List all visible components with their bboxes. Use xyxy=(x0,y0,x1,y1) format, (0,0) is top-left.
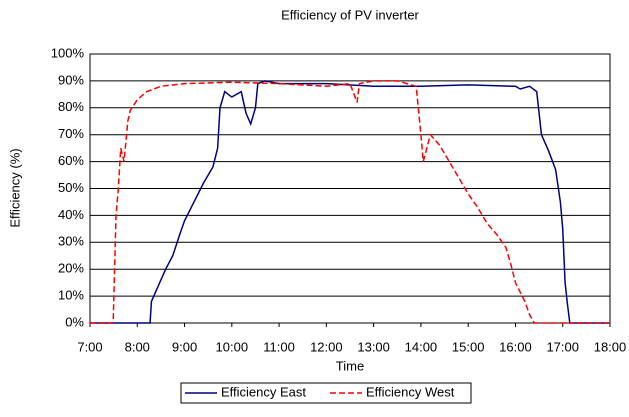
chart-title: Efficiency of PV inverter xyxy=(281,7,419,22)
legend-box xyxy=(180,382,472,404)
y-axis-label: Efficiency (%) xyxy=(7,148,22,227)
y-tick-label: 100% xyxy=(51,45,85,60)
y-tick-label: 90% xyxy=(58,72,84,87)
y-tick-label: 20% xyxy=(58,261,84,276)
x-tick-label: 16:00 xyxy=(499,339,532,354)
legend-label: Efficiency West xyxy=(366,384,455,399)
y-tick-label: 70% xyxy=(58,126,84,141)
y-tick-label: 10% xyxy=(58,288,84,303)
y-tick-label: 50% xyxy=(58,180,84,195)
y-tick-label: 40% xyxy=(58,207,84,222)
x-tick-label: 7:00 xyxy=(77,339,102,354)
x-tick-label: 14:00 xyxy=(405,339,438,354)
y-tick-label: 0% xyxy=(65,314,84,329)
line-series xyxy=(90,80,610,324)
line-series xyxy=(90,80,610,324)
y-tick-label: 30% xyxy=(58,234,84,249)
y-tick-label: 80% xyxy=(58,99,84,114)
x-tick-label: 8:00 xyxy=(125,339,150,354)
x-tick-label: 12:00 xyxy=(310,339,343,354)
x-axis-label: Time xyxy=(336,358,364,373)
x-tick-label: 15:00 xyxy=(452,339,485,354)
x-tick-label: 18:00 xyxy=(594,339,627,354)
legend-label: Efficiency East xyxy=(221,384,306,399)
plot-frame xyxy=(89,53,611,324)
y-tick-label: 60% xyxy=(58,153,84,168)
x-tick-label: 13:00 xyxy=(357,339,390,354)
x-tick-label: 9:00 xyxy=(172,339,197,354)
x-tick-label: 11:00 xyxy=(263,339,295,354)
x-tick-label: 10:00 xyxy=(216,339,249,354)
x-tick-label: 17:00 xyxy=(546,339,579,354)
